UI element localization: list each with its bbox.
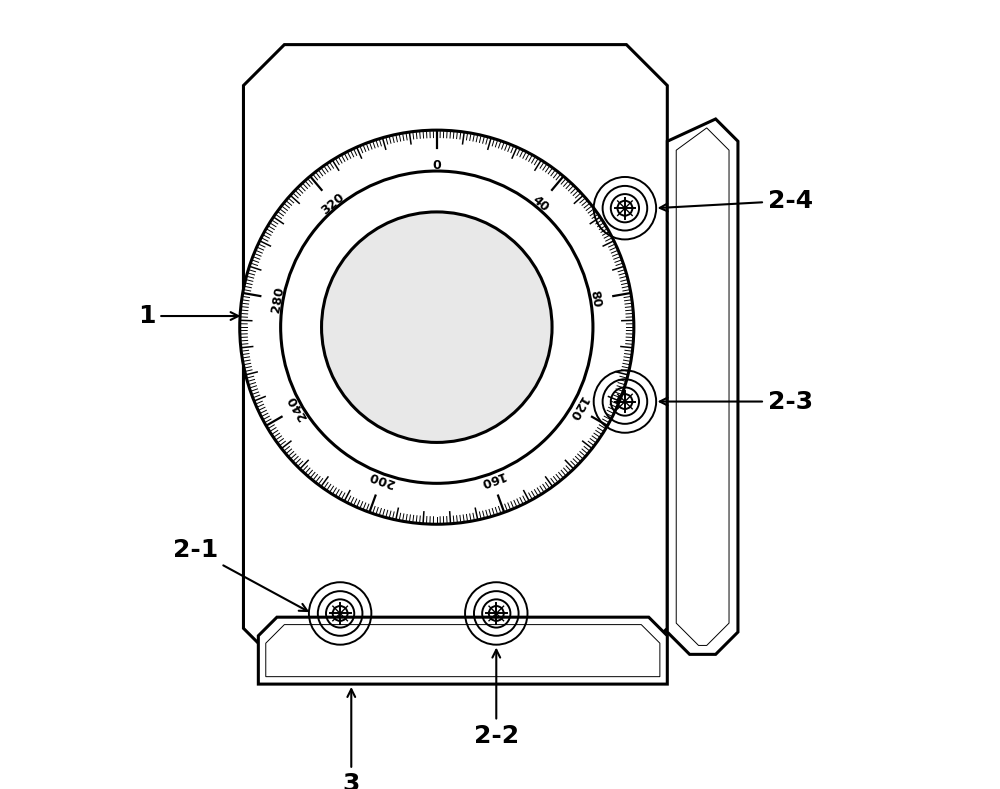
Polygon shape xyxy=(258,617,667,684)
Text: 2-1: 2-1 xyxy=(173,538,307,611)
Text: 240: 240 xyxy=(285,393,309,422)
Text: 80: 80 xyxy=(588,290,604,308)
Text: 280: 280 xyxy=(269,285,287,313)
Polygon shape xyxy=(243,45,667,669)
Text: 320: 320 xyxy=(319,190,347,217)
Text: 0: 0 xyxy=(432,159,441,172)
Text: 120: 120 xyxy=(564,393,589,422)
Text: 2-4: 2-4 xyxy=(660,189,813,213)
Text: 1: 1 xyxy=(138,304,238,328)
Text: 2-2: 2-2 xyxy=(474,650,519,748)
Circle shape xyxy=(240,130,634,524)
Text: 3: 3 xyxy=(343,690,360,789)
Circle shape xyxy=(322,212,552,443)
Circle shape xyxy=(281,171,593,484)
Text: 160: 160 xyxy=(477,468,506,489)
Text: 200: 200 xyxy=(367,468,396,489)
Polygon shape xyxy=(667,119,738,654)
Text: 40: 40 xyxy=(530,193,551,214)
Text: 2-3: 2-3 xyxy=(660,390,813,413)
